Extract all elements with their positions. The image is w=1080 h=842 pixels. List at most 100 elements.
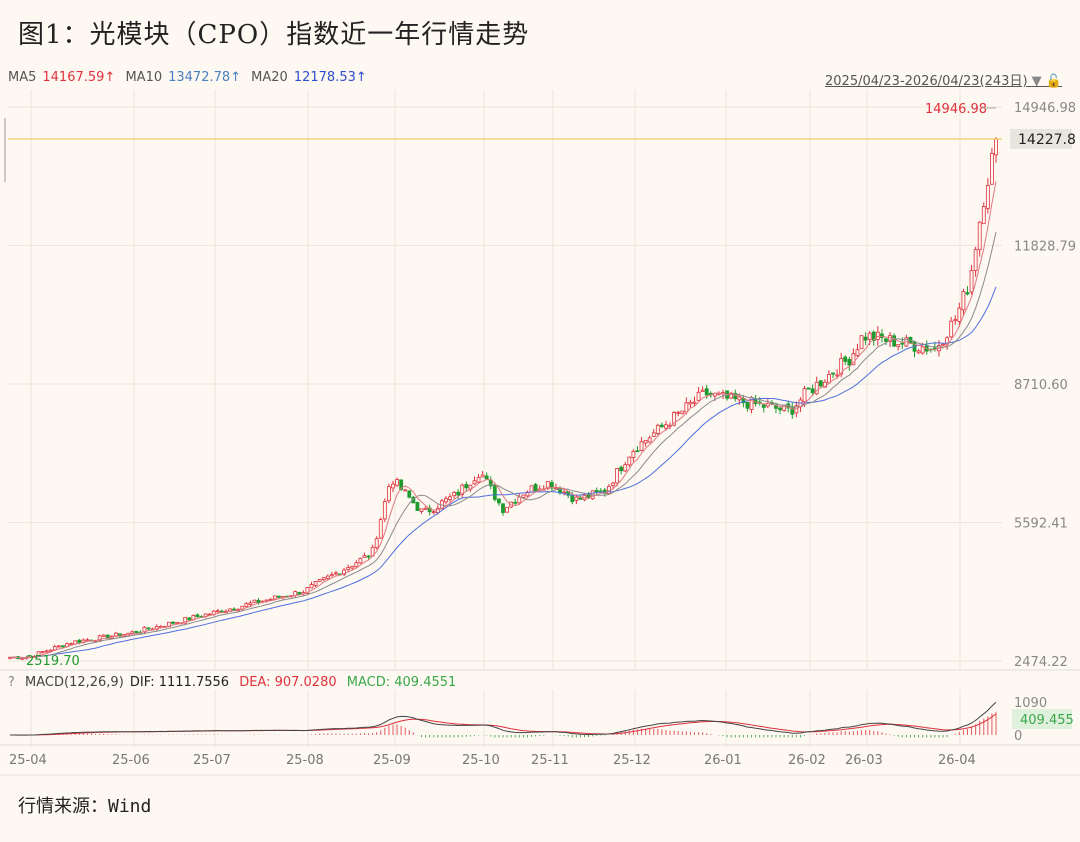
candle-body bbox=[252, 599, 257, 603]
candle-body bbox=[403, 489, 408, 492]
candle-body bbox=[843, 356, 848, 362]
last-value-box bbox=[1010, 128, 1072, 149]
candle-body bbox=[859, 335, 864, 350]
candle-body bbox=[985, 185, 990, 209]
candle-body bbox=[949, 320, 954, 338]
candle-body bbox=[981, 206, 986, 225]
candle-body bbox=[183, 616, 188, 624]
x-tick-label: 25-09 bbox=[373, 753, 411, 768]
x-tick-label: 25-10 bbox=[462, 753, 500, 768]
candle-body bbox=[497, 498, 501, 504]
candle-body bbox=[346, 567, 351, 570]
page-title: 图1：光模块（CPO）指数近一年行情走势 bbox=[18, 20, 530, 50]
candle-body bbox=[945, 337, 950, 345]
candle-body bbox=[61, 645, 65, 648]
ma5-label: MA5 bbox=[8, 70, 37, 85]
x-tick-label: 25-08 bbox=[286, 753, 324, 768]
lock-icon[interactable]: 🔓 bbox=[1045, 74, 1062, 89]
candle-body bbox=[578, 497, 583, 500]
candle-body bbox=[900, 342, 905, 345]
candle-body bbox=[533, 484, 538, 492]
macd-last-box bbox=[1012, 709, 1072, 729]
candle-body bbox=[871, 331, 876, 341]
candle-body bbox=[244, 603, 249, 607]
candle-body bbox=[953, 319, 958, 322]
candle-body bbox=[484, 475, 489, 480]
candle-body bbox=[973, 249, 978, 271]
y-tick-label: 11828.79 bbox=[1014, 240, 1076, 255]
candle-body bbox=[452, 492, 457, 497]
candle-body bbox=[175, 621, 179, 624]
macd-last-label: 409.455 bbox=[1020, 713, 1074, 728]
dea-value: DEA: 907.0280 bbox=[239, 675, 337, 690]
last-value-label: 14227.8 bbox=[1018, 132, 1076, 148]
candle-body bbox=[810, 388, 815, 394]
candle-body bbox=[517, 496, 522, 504]
candle-body bbox=[399, 479, 404, 490]
candle-body bbox=[277, 595, 281, 598]
candle-body bbox=[729, 392, 734, 399]
candle-body bbox=[513, 501, 518, 504]
macd-legend: ? MACD(12,26,9) DIF: 1111.7556 DEA: 907.… bbox=[8, 675, 462, 690]
candle-body bbox=[994, 138, 998, 156]
candle-body bbox=[961, 291, 966, 311]
date-range-text: 2025/04/23-2026/04/23(243日) bbox=[825, 74, 1028, 89]
source-note: 行情来源：Wind bbox=[18, 796, 152, 817]
candle-body bbox=[969, 270, 974, 293]
candle-body bbox=[521, 494, 526, 498]
candle-body bbox=[317, 579, 322, 582]
candle-body bbox=[195, 614, 200, 618]
candle-body bbox=[664, 424, 668, 429]
candle-body bbox=[529, 485, 534, 493]
candle-body bbox=[354, 562, 359, 568]
candle-body bbox=[476, 477, 481, 483]
date-range-selector[interactable]: 2025/04/23-2026/04/23(243日) ▼ 🔓 bbox=[825, 70, 1062, 89]
x-tick-label: 25-06 bbox=[112, 753, 150, 768]
candle-body bbox=[818, 380, 823, 387]
candle-body bbox=[704, 388, 709, 396]
candle-body bbox=[419, 508, 424, 512]
candle-body bbox=[977, 221, 982, 251]
candle-body bbox=[395, 479, 399, 486]
x-tick-label: 26-01 bbox=[704, 753, 742, 768]
candle-body bbox=[802, 388, 807, 403]
ma10-line bbox=[9, 231, 997, 659]
candle-body bbox=[672, 412, 677, 426]
ma10-label: MA10 bbox=[125, 70, 163, 85]
candle-body bbox=[863, 336, 868, 341]
candle-body bbox=[647, 437, 652, 443]
candle-body bbox=[407, 490, 412, 498]
candle-body bbox=[415, 501, 420, 511]
candle-body bbox=[44, 650, 49, 653]
candle-body bbox=[794, 405, 799, 414]
candle-body bbox=[655, 424, 660, 434]
help-icon[interactable]: ? bbox=[8, 675, 15, 690]
candle-body bbox=[875, 331, 880, 340]
candle-body bbox=[350, 565, 355, 569]
candle-body bbox=[358, 557, 363, 564]
macd-value: MACD: 409.4551 bbox=[346, 675, 457, 690]
candle-body bbox=[69, 643, 74, 645]
candle-body bbox=[867, 332, 872, 340]
candle-body bbox=[187, 617, 192, 621]
candle-body bbox=[627, 456, 632, 466]
candle-body bbox=[790, 407, 795, 415]
candle-body bbox=[594, 490, 599, 492]
candle-body bbox=[696, 391, 701, 401]
candle-body bbox=[456, 491, 461, 496]
candle-body bbox=[48, 649, 53, 652]
candle-body bbox=[460, 484, 465, 495]
candle-body bbox=[965, 292, 970, 295]
dropdown-icon[interactable]: ▼ bbox=[1031, 74, 1042, 89]
candle-body bbox=[464, 484, 469, 489]
macd-name: MACD(12,26,9) bbox=[25, 675, 124, 690]
candle-body bbox=[272, 595, 277, 600]
ma-legend: MA5 14167.59↑ MA10 13472.78↑ MA20 12178.53↑ bbox=[8, 70, 373, 85]
candle-body bbox=[309, 584, 314, 589]
candle-body bbox=[855, 349, 860, 357]
candle-body bbox=[134, 630, 139, 634]
candle-body bbox=[680, 410, 685, 414]
candle-body bbox=[334, 572, 338, 575]
candle-body bbox=[167, 621, 171, 628]
